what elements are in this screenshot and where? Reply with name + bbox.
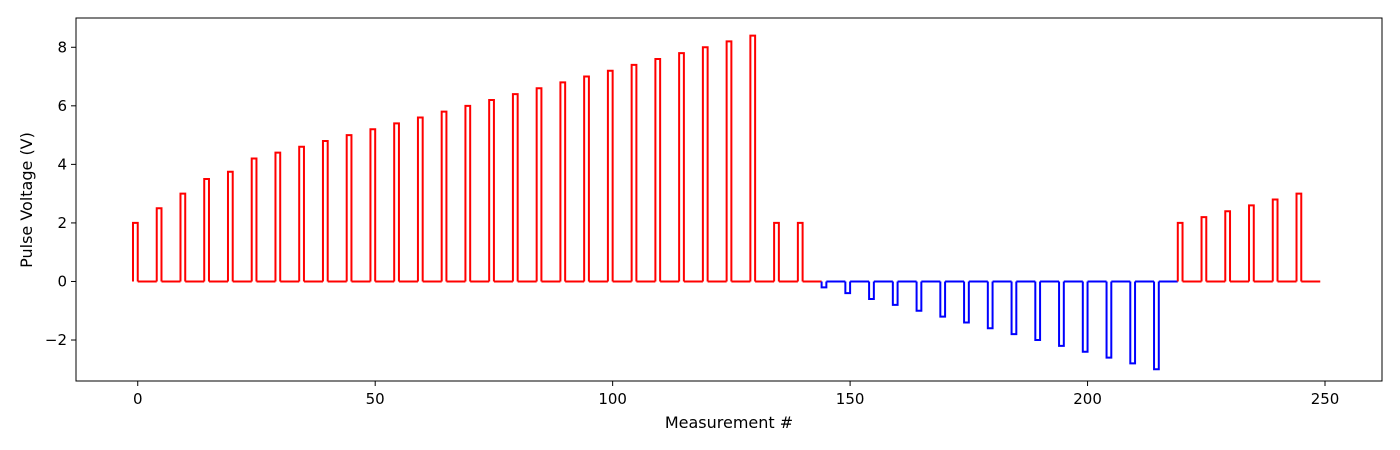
plot-frame (75, 17, 1383, 382)
voltage-pulse (773, 221, 780, 282)
voltage-pulse (844, 281, 852, 295)
voltage-pulse (583, 75, 590, 282)
voltage-pulse (321, 139, 329, 282)
voltage-pulse (535, 87, 543, 282)
voltage-pulse (416, 116, 424, 282)
voltage-pulse (796, 221, 804, 282)
voltage-pulse (1105, 281, 1113, 359)
voltage-pulse (1058, 281, 1065, 347)
x-tick-label: 200 (1073, 390, 1102, 408)
voltage-pulse (915, 281, 923, 312)
voltage-pulse (131, 221, 139, 282)
voltage-pulse (488, 98, 495, 282)
y-axis-ticks: −2 0 2 4 6 8 (45, 38, 76, 349)
voltage-pulse (963, 281, 970, 324)
voltage-pulse (345, 134, 353, 282)
voltage-pulse (369, 128, 377, 282)
voltage-pulse (1129, 281, 1137, 365)
y-tick-label: 4 (57, 155, 67, 173)
voltage-pulse (250, 157, 258, 282)
voltage-pulse (749, 34, 757, 282)
voltage-pulse (1248, 204, 1255, 282)
voltage-pulse (1200, 216, 1208, 282)
x-tick-label: 100 (598, 390, 627, 408)
voltage-pulse (891, 281, 899, 306)
voltage-pulse (440, 110, 448, 282)
voltage-pulse (464, 104, 472, 282)
y-tick-label: −2 (45, 331, 67, 349)
voltage-pulse (725, 40, 733, 282)
voltage-pulse (155, 207, 163, 282)
voltage-pulse (606, 69, 614, 282)
voltage-pulse (1081, 281, 1089, 353)
x-tick-label: 250 (1311, 390, 1340, 408)
voltage-pulse (179, 192, 187, 282)
voltage-pulse (1153, 281, 1160, 371)
y-axis-title: Pulse Voltage (V) (17, 132, 36, 268)
y-tick-label: 8 (57, 38, 67, 56)
voltage-pulse (1176, 221, 1184, 282)
voltage-pulse (203, 178, 210, 282)
voltage-pulse (1010, 281, 1018, 336)
voltage-pulse (630, 63, 638, 282)
x-tick-label: 50 (366, 390, 385, 408)
voltage-pulse (298, 145, 305, 282)
voltage-pulse (654, 57, 662, 282)
voltage-pulse (1224, 210, 1232, 282)
y-tick-label: 0 (57, 272, 67, 290)
voltage-pulse (820, 281, 828, 289)
y-tick-label: 2 (57, 214, 67, 232)
voltage-pulse (1034, 281, 1042, 342)
voltage-pulse (559, 81, 567, 282)
voltage-pulse (274, 151, 282, 282)
x-tick-label: 150 (836, 390, 865, 408)
voltage-pulse (511, 93, 519, 282)
voltage-pulse (701, 46, 709, 282)
plot-background (76, 18, 1382, 381)
voltage-pulse (1271, 198, 1279, 282)
voltage-pulse (986, 281, 994, 330)
voltage-pulse (678, 52, 685, 282)
voltage-pulse (1295, 192, 1303, 282)
x-tick-label: 0 (133, 390, 143, 408)
voltage-pulse (393, 122, 400, 282)
x-axis-ticks: 0 50 100 150 200 250 (133, 381, 1339, 408)
y-tick-label: 6 (57, 97, 67, 115)
voltage-pulse (226, 170, 234, 282)
x-axis-title: Measurement # (665, 413, 793, 432)
voltage-pulse (868, 281, 875, 301)
voltage-pulse (939, 281, 947, 318)
series-layer (131, 34, 1321, 371)
